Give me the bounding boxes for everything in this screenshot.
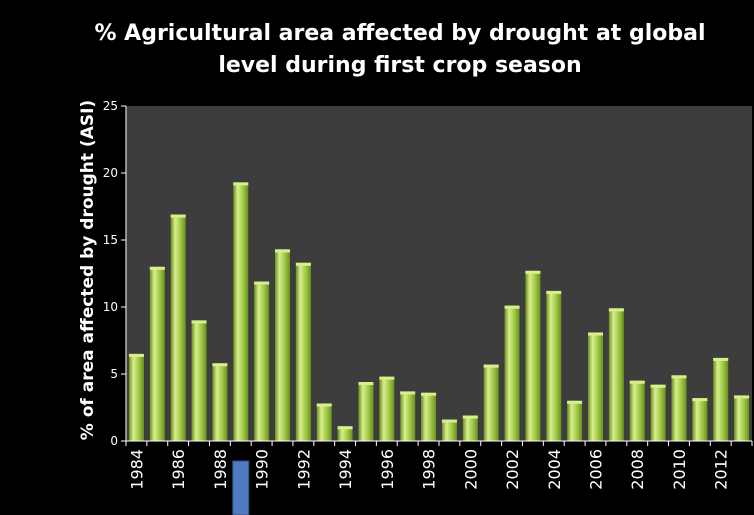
bar-2005 — [567, 400, 583, 441]
x-tick-label-1994: 1994 — [336, 449, 355, 490]
bar-1986 — [170, 214, 186, 441]
bar-2001 — [483, 364, 499, 441]
bar-2008 — [629, 380, 645, 441]
bar-1992 — [295, 262, 311, 441]
bar-1998 — [421, 392, 437, 441]
bar-1991 — [274, 249, 291, 441]
bar-2011 — [692, 398, 708, 441]
bar-1997 — [400, 391, 416, 441]
x-tick-label-2012: 2012 — [712, 449, 731, 490]
x-tick-label-2006: 2006 — [587, 449, 606, 490]
chart-title: % Agricultural area affected by drought … — [60, 18, 740, 82]
bar-2012 — [713, 357, 729, 441]
bar-1984 — [128, 353, 144, 441]
bar-1994 — [337, 426, 353, 441]
bar-2002 — [504, 305, 520, 441]
bar-2009 — [650, 384, 666, 441]
x-tick-label-1984: 1984 — [127, 449, 146, 490]
bar-1989 — [233, 182, 249, 441]
bar-1985 — [149, 266, 165, 441]
bar-2003 — [525, 270, 541, 441]
x-tick-label-1992: 1992 — [294, 449, 313, 490]
bar-1996 — [379, 376, 395, 441]
y-tick-label-10: 10 — [103, 300, 118, 314]
y-tick-label-0: 0 — [110, 434, 118, 448]
bar-2000 — [462, 415, 478, 441]
plot-area — [126, 106, 752, 441]
bar-2006 — [587, 332, 604, 441]
y-tick-label-25: 25 — [103, 99, 118, 113]
x-tick-label-2000: 2000 — [461, 449, 480, 490]
x-tick-label-2004: 2004 — [545, 449, 564, 490]
chart-title-line-2: level during first crop season — [218, 53, 582, 78]
x-tick-label-1988: 1988 — [211, 449, 230, 490]
x-tick-label-1998: 1998 — [420, 449, 439, 490]
x-tick-label-2008: 2008 — [628, 449, 647, 490]
y-tick-label-20: 20 — [103, 166, 118, 180]
bar-2007 — [608, 308, 624, 441]
x-tick-label-2010: 2010 — [670, 449, 689, 490]
y-tick-label-5: 5 — [110, 367, 118, 381]
bar-2010 — [671, 375, 687, 441]
x-tick-label-2002: 2002 — [503, 449, 522, 490]
x-tick-label-1986: 1986 — [169, 449, 188, 490]
highlight-marker — [232, 460, 250, 515]
y-tick-label-15: 15 — [103, 233, 118, 247]
chart-title-line-1: % Agricultural area affected by drought … — [94, 21, 706, 46]
bar-1999 — [441, 419, 457, 441]
bar-1987 — [191, 320, 207, 441]
bar-1990 — [254, 281, 270, 441]
bar-1993 — [316, 403, 332, 441]
x-tick-label-1996: 1996 — [378, 449, 397, 490]
bar-2004 — [546, 290, 562, 441]
x-tick-label-1990: 1990 — [253, 449, 272, 490]
bar-2013 — [734, 395, 750, 441]
bar-1988 — [212, 363, 228, 441]
bar-1995 — [358, 382, 374, 441]
